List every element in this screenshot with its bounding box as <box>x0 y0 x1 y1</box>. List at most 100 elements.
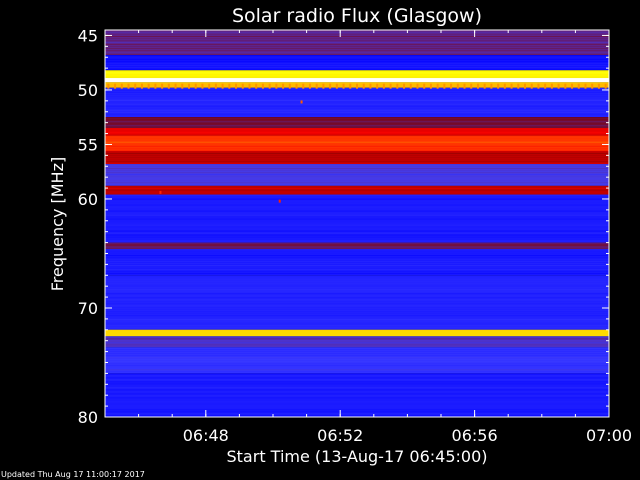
band-texture-line <box>105 246 609 248</box>
band-texture-line <box>105 311 609 313</box>
band-texture-line <box>105 331 609 333</box>
interference-spike <box>228 83 231 89</box>
band-texture-line <box>105 403 609 405</box>
interference-spike <box>470 83 473 89</box>
band-texture-line <box>105 76 609 78</box>
interference-spike <box>261 83 264 89</box>
band-texture-line <box>105 259 609 261</box>
band-texture-line <box>105 361 609 363</box>
band-texture-line <box>105 180 609 182</box>
emission-spot <box>300 100 303 104</box>
band-texture-line <box>105 393 609 395</box>
y-tick-label: 45 <box>78 26 98 45</box>
band-texture-line <box>105 130 609 132</box>
band-texture-line <box>105 381 609 383</box>
band-texture-line <box>105 281 609 283</box>
band-texture-line <box>105 200 609 202</box>
band-texture-line <box>105 265 609 267</box>
band-texture-line <box>105 69 609 71</box>
band-texture-line <box>105 351 609 353</box>
plot-frame <box>104 29 610 418</box>
plot-area <box>105 30 609 417</box>
band-texture-line <box>105 121 609 123</box>
band-texture-line <box>105 253 609 255</box>
frequency-band <box>105 128 609 136</box>
band-texture-line <box>105 395 609 397</box>
interference-spike <box>530 83 533 89</box>
band-texture-line <box>105 214 609 216</box>
y-tick-label: 80 <box>78 408 98 427</box>
band-texture-line <box>105 38 609 39</box>
band-texture-line <box>105 327 609 329</box>
band-texture-line <box>105 226 609 228</box>
band-texture-line <box>105 163 609 165</box>
band-texture-line <box>105 377 609 379</box>
y-tick-label: 55 <box>78 135 98 154</box>
band-texture-line <box>105 263 609 265</box>
band-texture-line <box>105 91 609 93</box>
band-texture-line <box>105 153 609 155</box>
interference-spike <box>275 83 278 89</box>
band-texture-line <box>105 289 609 291</box>
x-tick-label: 06:52 <box>317 426 363 445</box>
x-tick-label: 07:00 <box>586 426 632 445</box>
band-texture-line <box>105 105 609 107</box>
band-texture-line <box>105 174 609 176</box>
band-texture-line <box>105 143 609 145</box>
band-texture-line <box>105 115 609 117</box>
band-texture-line <box>105 367 609 369</box>
band-texture-line <box>105 134 609 136</box>
interference-spike <box>268 83 271 89</box>
band-texture-line <box>105 59 609 61</box>
band-texture-line <box>105 409 609 411</box>
frequency-band <box>105 275 609 330</box>
band-texture-line <box>105 172 609 174</box>
band-texture-line <box>105 240 609 242</box>
interference-spike <box>201 83 204 89</box>
band-texture-line <box>105 151 609 153</box>
band-texture-line <box>105 216 609 218</box>
interference-spike <box>295 83 298 89</box>
interference-spike <box>154 83 157 89</box>
interference-spike <box>241 83 244 89</box>
band-texture-line <box>105 347 609 349</box>
interference-spike <box>315 83 318 89</box>
y-axis-label: Frequency [MHz] <box>48 157 67 291</box>
band-texture-line <box>105 257 609 259</box>
band-texture-line <box>105 107 609 109</box>
band-texture-line <box>105 72 609 74</box>
band-texture-line <box>105 187 609 189</box>
interference-spike <box>342 83 345 89</box>
interference-spike <box>362 83 365 89</box>
interference-spike <box>564 83 567 89</box>
band-texture-line <box>105 303 609 305</box>
chart-title: Solar radio Flux (Glasgow) <box>232 5 482 27</box>
interference-spike <box>235 83 238 89</box>
band-texture-line <box>105 128 609 130</box>
band-texture-line <box>105 99 609 101</box>
band-texture-line <box>105 230 609 232</box>
band-texture-line <box>105 321 609 323</box>
band-texture-line <box>105 149 609 151</box>
interference-spike <box>308 83 311 89</box>
interference-spike <box>282 83 285 89</box>
interference-spike <box>127 83 130 89</box>
band-texture-line <box>105 42 609 43</box>
x-axis-label: Start Time (13-Aug-17 06:45:00) <box>227 447 488 466</box>
band-texture-line <box>105 415 609 417</box>
band-texture-line <box>105 191 609 193</box>
interference-spike <box>443 83 446 89</box>
interference-spike <box>389 83 392 89</box>
band-texture-line <box>105 113 609 115</box>
band-texture-line <box>105 333 609 335</box>
interference-spike <box>497 83 500 89</box>
interference-spike <box>369 83 372 89</box>
interference-spike <box>544 83 547 89</box>
band-texture-line <box>105 315 609 317</box>
band-texture-line <box>105 63 609 65</box>
frequency-band <box>105 329 609 337</box>
band-texture-line <box>105 255 609 257</box>
interference-spike <box>537 83 540 89</box>
band-texture-line <box>105 93 609 95</box>
band-texture-line <box>105 36 609 37</box>
